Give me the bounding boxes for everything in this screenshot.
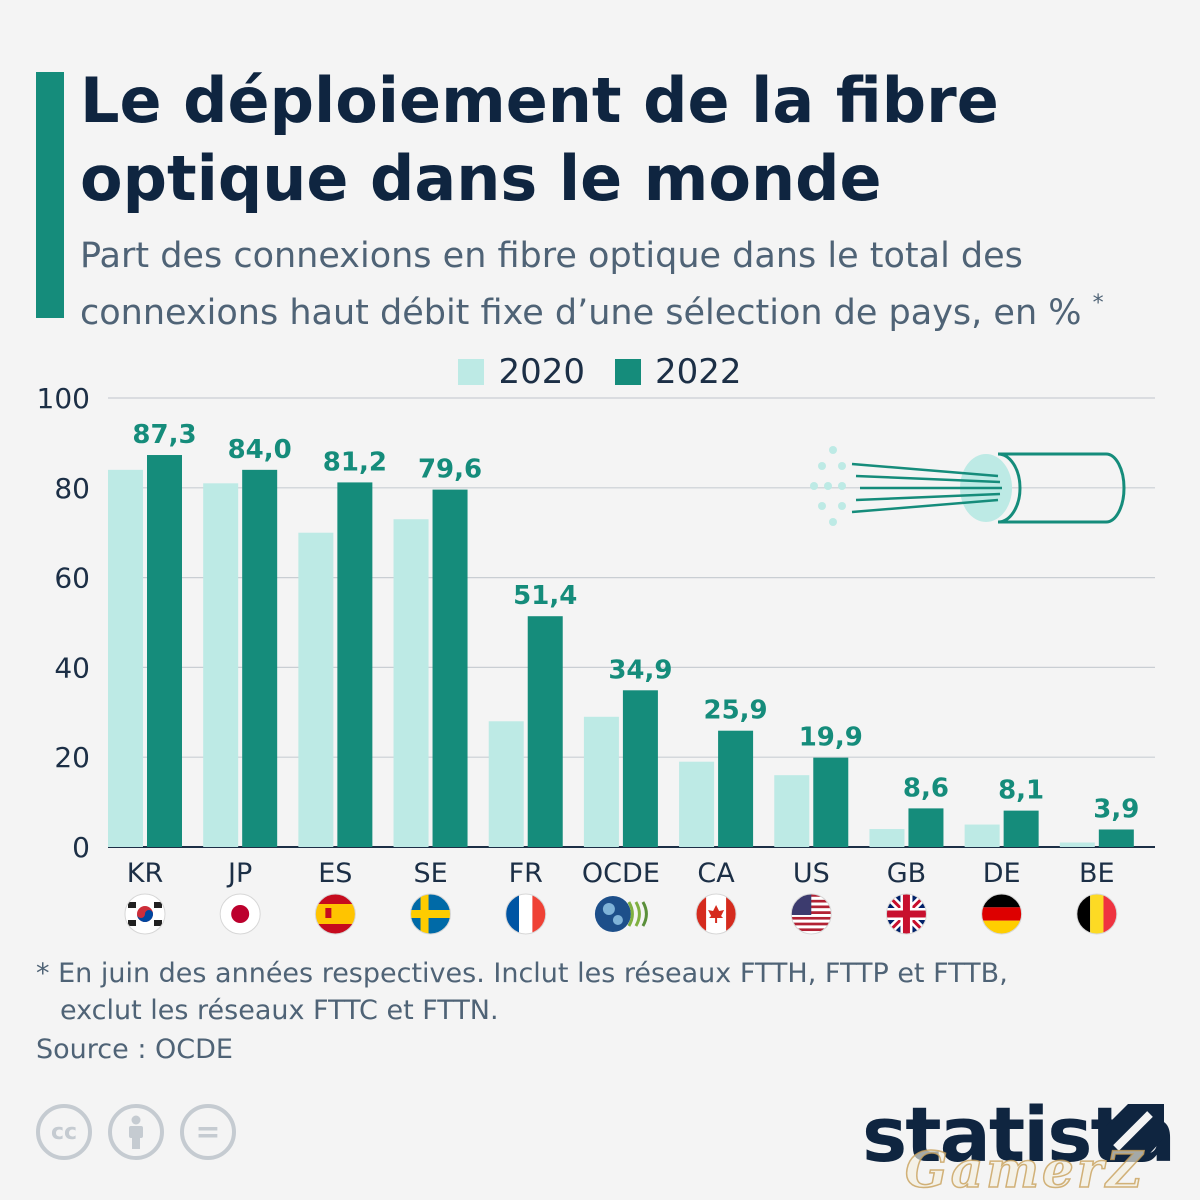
bar-2020-ca: [679, 761, 715, 847]
data-label-2022-gb: 8,6: [903, 773, 949, 803]
bar-2022-be: [1098, 829, 1134, 847]
bar-2020-jp: [203, 483, 239, 847]
subtitle-footnote-mark: *: [1092, 291, 1104, 316]
attribution-icon[interactable]: [108, 1104, 164, 1160]
bar-2022-gb: [908, 808, 944, 847]
no-derivatives-icon[interactable]: =: [180, 1104, 236, 1160]
subtitle-text: Part des connexions en fibre optique dan…: [80, 236, 1082, 333]
category-label-ca: CA: [697, 858, 735, 889]
category-label-ocde: OCDE: [582, 858, 660, 889]
legend-swatch-2020: [458, 359, 485, 385]
country-flags: [124, 893, 1118, 935]
footnote-line-2: exclut les réseaux FTTC et FTTN.: [60, 995, 499, 1026]
bar-2022-jp: [242, 469, 278, 847]
bar-2020-de: [964, 824, 1000, 847]
category-label-de: DE: [983, 858, 1021, 889]
bar-2022-ca: [718, 730, 754, 847]
cc-icon[interactable]: cc: [36, 1104, 92, 1160]
bar-2020-se: [393, 519, 429, 847]
y-tick-label: 0: [72, 831, 90, 864]
data-label-2022-be: 3,9: [1093, 794, 1139, 824]
category-label-us: US: [793, 858, 830, 889]
bar-2020-kr: [108, 469, 143, 847]
bar-chart: 0 20 40 60 80 100 87,3 KR 84,0 JP 81,2 ES 79,6 SE 51,…: [37, 382, 1155, 935]
data-label-2022-es: 81,2: [323, 447, 387, 477]
data-label-2022-ocde: 34,9: [608, 655, 672, 685]
oecd-logo-icon: [594, 896, 648, 932]
bar-2022-ocde: [622, 690, 658, 847]
y-tick-label: 40: [54, 651, 90, 684]
category-label-gb: GB: [887, 858, 926, 889]
category-label-jp: JP: [226, 858, 252, 889]
bar-2022-kr: [147, 455, 182, 847]
y-tick-label: 100: [37, 382, 90, 415]
jp-flag-icon: [219, 893, 261, 935]
category-label-se: SE: [413, 858, 447, 889]
y-tick-label: 80: [54, 472, 90, 505]
source-note: Source : OCDE: [36, 1034, 233, 1065]
category-label-be: BE: [1079, 858, 1115, 889]
legend-swatch-2022: [615, 359, 641, 385]
footnote-line-1: * En juin des années respectives. Inclut…: [36, 958, 1008, 989]
legend-label-2020: 2020: [498, 352, 585, 392]
y-tick-label: 20: [54, 741, 90, 774]
data-label-2022-kr: 87,3: [132, 420, 196, 450]
bar-2020-be: [1059, 842, 1095, 847]
gb-flag-icon: [885, 893, 927, 935]
ca-flag-icon: [695, 893, 737, 935]
gamerz-watermark: GamerZ: [904, 1139, 1146, 1200]
bar-2020-gb: [869, 829, 905, 847]
category-label-es: ES: [318, 858, 352, 889]
category-label-kr: KR: [127, 858, 163, 889]
se-flag-icon: [410, 893, 452, 935]
fiber-cable-illustration-icon: [810, 446, 1126, 526]
statista-logo-mark-icon: [1106, 1104, 1164, 1162]
license-icons: cc =: [36, 1104, 236, 1160]
chart-legend: 2020 2022: [0, 352, 1200, 392]
chart-subtitle: Part des connexions en fibre optique dan…: [80, 232, 1180, 337]
data-label-2022-fr: 51,4: [513, 581, 577, 611]
fr-flag-icon: [505, 893, 547, 935]
chart-labels: 87,3 KR 84,0 JP 81,2 ES 79,6 SE 51,4 FR 34,9 OCDE 25…: [127, 420, 1140, 889]
us-flag-icon: [790, 893, 832, 935]
bar-2020-us: [774, 775, 810, 847]
data-label-2022-ca: 25,9: [704, 696, 768, 726]
page-title: Le déploiement de la fibre optique dans …: [80, 64, 999, 215]
data-label-2022-jp: 84,0: [228, 435, 292, 465]
data-label-2022-de: 8,1: [998, 776, 1044, 806]
bar-2022-fr: [527, 616, 563, 847]
bar-2020-fr: [488, 721, 524, 847]
de-flag-icon: [981, 893, 1023, 935]
data-label-2022-se: 79,6: [418, 455, 482, 485]
y-tick-label: 60: [54, 562, 90, 595]
legend-item-2022: 2022: [615, 352, 742, 392]
bar-2022-es: [337, 482, 373, 847]
bar-2020-es: [298, 532, 334, 847]
chart-bars: [108, 455, 1134, 847]
legend-label-2022: 2022: [655, 352, 742, 392]
es-flag-icon: [314, 893, 356, 935]
data-label-2022-us: 19,9: [799, 723, 863, 753]
category-label-fr: FR: [509, 858, 543, 889]
chart-footnote: * En juin des années respectives. Inclut…: [36, 955, 1136, 1029]
kr-flag-icon: [124, 893, 166, 935]
bar-2022-de: [1003, 810, 1039, 847]
bar-2022-se: [432, 489, 468, 847]
title-accent-bar: [36, 72, 64, 318]
bar-2020-ocde: [583, 716, 619, 847]
legend-item-2020: 2020: [458, 352, 585, 392]
be-flag-icon: [1076, 893, 1118, 935]
bar-2022-us: [813, 757, 849, 847]
